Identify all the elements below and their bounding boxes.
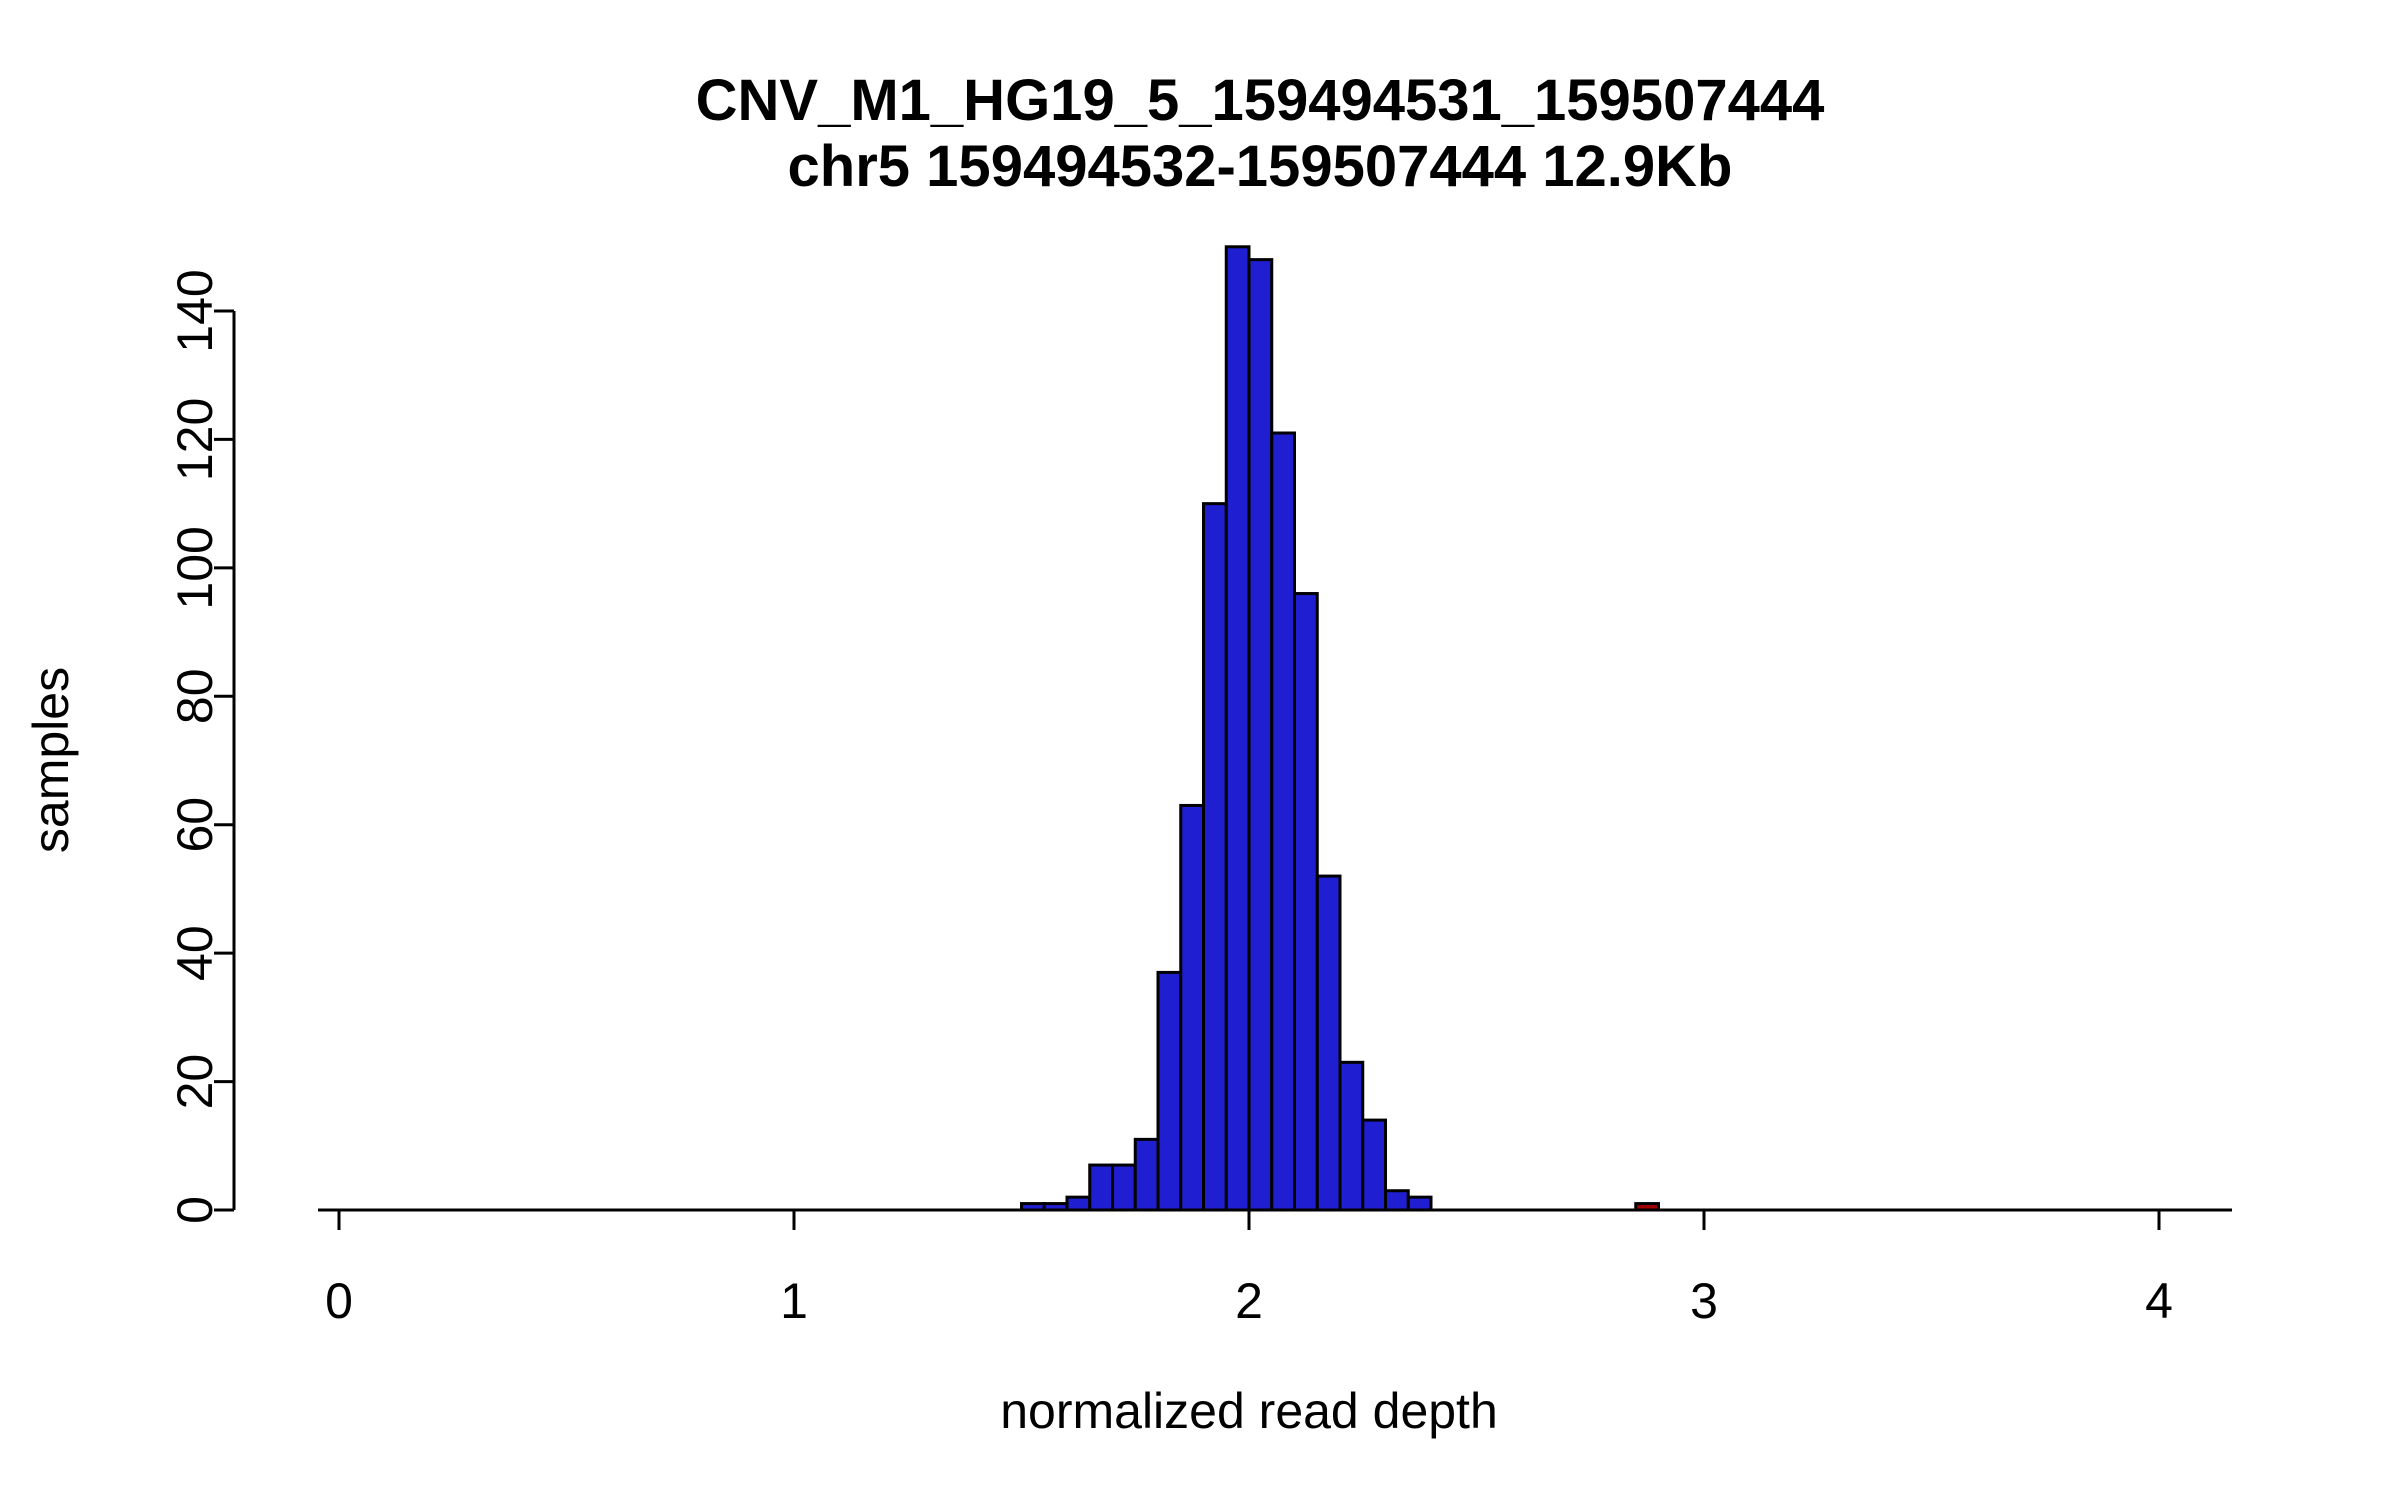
histogram-bar [1111,1163,1137,1212]
histogram-bar [1634,1202,1660,1212]
histogram-bar [1179,803,1205,1212]
y-tick-label: 40 [167,925,223,981]
x-tick-label: 1 [780,1273,808,1329]
histogram-bar [1042,1202,1069,1212]
histogram-bar [1020,1202,1046,1212]
histogram-bar [1384,1189,1410,1212]
x-axis-label: normalized read depth [1000,1383,1498,1439]
chart-title-line2: chr5 159494532-159507444 12.9Kb [788,134,1733,199]
histogram-bar [1088,1163,1114,1212]
x-tick-label: 2 [1235,1273,1263,1329]
y-tick-label: 60 [167,797,223,853]
histogram-bar [1361,1118,1387,1212]
y-tick-label: 20 [167,1054,223,1110]
y-tick-label: 120 [167,398,223,481]
histogram-bar [1065,1195,1092,1212]
histogram-bar [1224,245,1251,1212]
histogram-bar [1156,970,1183,1212]
y-tick-label: 100 [167,526,223,609]
x-tick-label: 0 [325,1273,353,1329]
histogram-bar [1338,1060,1365,1212]
histogram-bar [1202,502,1228,1212]
x-axis: 0 1 2 3 4 [318,1208,2232,1329]
y-tick-label: 0 [167,1196,223,1224]
y-tick-label: 140 [167,269,223,352]
y-axis: 0 20 40 60 80 100 120 140 [167,269,236,1224]
x-tick-label: 3 [1690,1273,1718,1329]
y-axis-label: samples [23,667,79,853]
histogram-bar [1315,874,1342,1212]
bars-group [1020,245,1660,1212]
histogram-bar [1247,258,1274,1212]
y-tick-label: 80 [167,668,223,724]
histogram-bar [1270,431,1296,1212]
x-tick-label: 4 [2145,1273,2173,1329]
histogram-bar [1406,1195,1433,1212]
chart-title-line1: CNV_M1_HG19_5_159494531_159507444 [696,68,1825,133]
histogram-bar [1293,592,1319,1212]
histogram-bar [1133,1137,1160,1212]
